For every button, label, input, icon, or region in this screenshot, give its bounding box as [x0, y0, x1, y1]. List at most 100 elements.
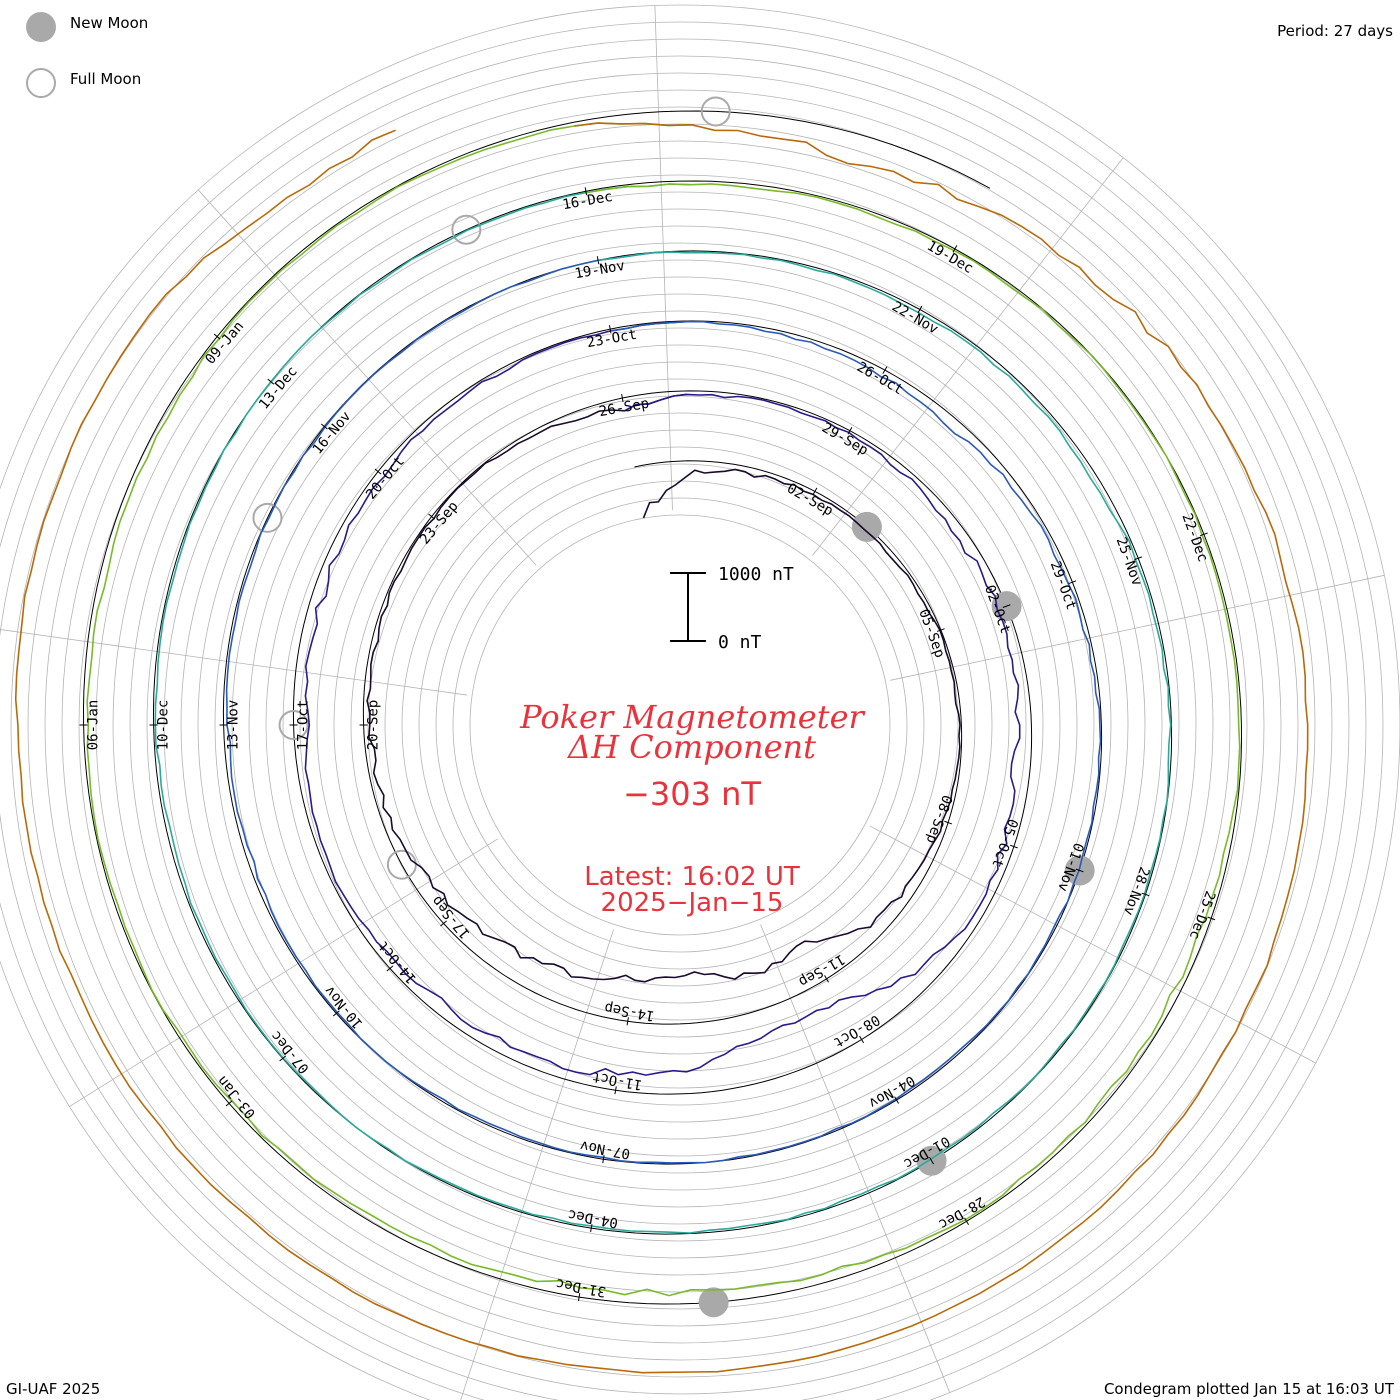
date-tick [614, 1086, 617, 1095]
date-label: 28-Nov [1120, 864, 1152, 917]
grid-circle [27, 72, 1333, 1378]
date-label: 20-Sep [366, 700, 382, 751]
date-label: 11-Oct [591, 1068, 644, 1093]
full-moon-marker [700, 96, 731, 127]
date-tick [621, 394, 624, 403]
date-tick [577, 1293, 581, 1302]
date-tick [882, 366, 888, 374]
date-label: 09-Jan [202, 319, 247, 368]
grid-circle [146, 191, 1214, 1259]
date-tick [279, 1055, 287, 1062]
grid-circle [401, 446, 959, 1004]
date-tick [374, 468, 382, 475]
scale-bar: 1000 nT 0 nT [670, 564, 794, 653]
radial-spoke [0, 629, 468, 696]
grid-layer [0, 4, 1400, 1400]
date-label: 10-Dec [156, 700, 172, 751]
radial-spoke [760, 924, 951, 1393]
date-tick [440, 920, 447, 927]
date-tick [602, 1155, 605, 1164]
grid-circle [452, 497, 908, 953]
date-tick [428, 513, 436, 520]
date-tick [213, 333, 221, 340]
full-moon-marker [451, 214, 482, 245]
date-tick [225, 1100, 233, 1107]
date-tick [386, 965, 394, 972]
footer-plotted: Condegram plotted Jan 15 at 16:03 UT [1103, 1380, 1394, 1398]
date-label: 16-Dec [561, 189, 614, 214]
chart-title: Poker Magnetometer [519, 698, 865, 736]
date-label: 14-Sep [603, 999, 656, 1024]
current-value: −303 nT [623, 775, 761, 813]
radial-spoke [460, 929, 614, 1400]
grid-circle [61, 106, 1299, 1344]
date-tick [812, 487, 818, 496]
series-trace-period-1 [366, 393, 961, 983]
date-tick [894, 1096, 899, 1104]
date-tick [1200, 532, 1208, 537]
full-moon-label: Full Moon [70, 70, 142, 88]
grid-circle [44, 89, 1316, 1361]
latest-date: 2025−Jan−15 [601, 888, 784, 918]
moon-layer [252, 96, 1095, 1318]
date-label: 06-Jan [86, 700, 102, 751]
date-label: 04-Dec [567, 1206, 620, 1231]
date-tick [859, 1035, 864, 1044]
grid-circle [129, 174, 1231, 1276]
radial-spoke [197, 189, 537, 566]
footer-credit: GI-UAF 2025 [6, 1380, 101, 1398]
date-label: 10-Nov [322, 982, 367, 1031]
radial-spoke [69, 838, 498, 1107]
date-tick [944, 820, 953, 825]
date-tick [596, 256, 600, 265]
date-label: 13-Dec [256, 364, 301, 413]
full-moon-marker [252, 502, 283, 533]
legend-new-moon: New Moon [26, 12, 148, 42]
date-label: 17-Oct [296, 700, 312, 751]
date-label: 13-Nov [226, 700, 242, 751]
date-label: 26-Sep [598, 396, 651, 421]
spoke-layer [0, 5, 1385, 1400]
new-moon-icon [26, 12, 56, 42]
new-moon-marker [698, 1287, 729, 1318]
date-label: 07-Dec [268, 1027, 313, 1076]
latest-time: Latest: 16:02 UT [584, 862, 800, 892]
date-label: 17-Sep [429, 892, 474, 941]
grid-circle [469, 514, 891, 936]
date-label: 02-Sep [784, 480, 836, 519]
date-label: 08-Sep [923, 793, 955, 846]
date-tick [1068, 580, 1077, 585]
date-label: 29-Sep [819, 420, 871, 459]
grid-circle [0, 38, 1367, 1400]
grid-circle [248, 293, 1112, 1157]
grid-circle [316, 361, 1044, 1089]
series-trace-period-6 [14, 122, 1309, 1374]
grid-circle [163, 208, 1197, 1242]
radial-spoke [654, 5, 673, 511]
date-label: 23-Oct [586, 327, 639, 352]
grid-circle [299, 344, 1061, 1106]
date-tick [847, 427, 853, 435]
date-tick [824, 975, 829, 983]
grid-circle [282, 327, 1078, 1123]
grid-circle [0, 4, 1400, 1400]
date-label: 26-Oct [854, 359, 906, 398]
full-moon-marker [278, 710, 309, 740]
date-tick [320, 423, 328, 430]
date-tick [584, 187, 588, 196]
date-label: 20-Oct [363, 454, 408, 503]
grid-circle [214, 259, 1146, 1191]
grid-circle [180, 225, 1180, 1225]
scale-bar-top-label: 1000 nT [718, 564, 794, 585]
date-tick [609, 325, 612, 334]
date-tick [267, 378, 275, 385]
new-moon-label: New Moon [70, 14, 149, 32]
radial-spoke [890, 574, 1385, 681]
date-tick [964, 1217, 969, 1226]
date-label: 07-Nov [579, 1137, 632, 1162]
date-tick [936, 628, 945, 632]
series-trace-period-3 [225, 251, 1102, 1164]
date-tick [1207, 916, 1216, 921]
